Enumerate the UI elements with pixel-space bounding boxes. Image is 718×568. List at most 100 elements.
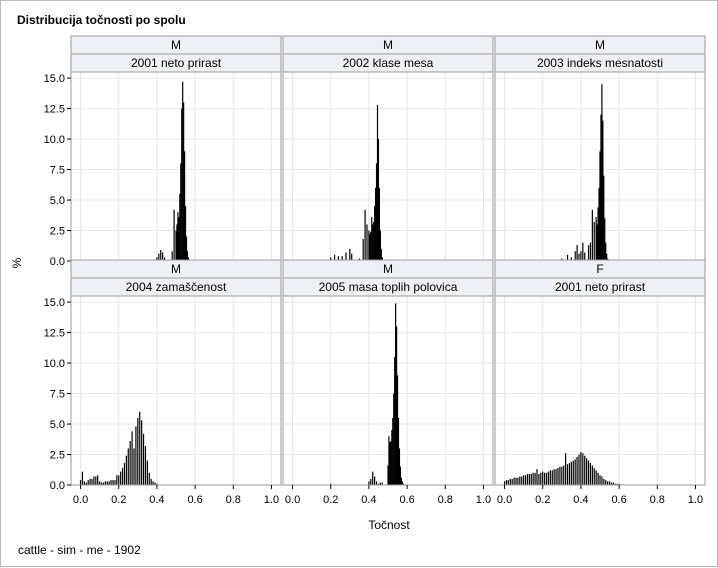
histogram-bar — [89, 478, 91, 485]
histogram-bar — [114, 480, 116, 485]
x-tick-label: 0.4 — [149, 494, 164, 506]
histogram-bar — [597, 207, 599, 261]
y-axis-title: % — [10, 257, 24, 268]
histogram-bar — [618, 483, 620, 485]
x-tick-label: 1.0 — [688, 494, 703, 506]
histogram-bar — [505, 480, 508, 485]
histogram-bar — [580, 452, 582, 485]
x-tick-label: 0.0 — [73, 494, 88, 506]
strip-trait-label: 2005 masa toplih polovica — [319, 280, 458, 294]
histogram-bar — [393, 393, 395, 485]
histogram-bar — [118, 475, 120, 485]
histogram-bar — [368, 230, 370, 261]
y-tick-label: 7.5 — [50, 389, 65, 401]
histogram-bar — [85, 482, 87, 485]
histogram-bar — [398, 448, 401, 485]
histogram-bar — [79, 480, 82, 485]
histogram-bar — [183, 102, 185, 261]
strip-trait-label: 2002 klase mesa — [343, 56, 434, 70]
histogram-bar — [542, 471, 544, 485]
histogram-bar — [603, 175, 605, 261]
chart-title: Distribucija točnosti po spolu — [17, 13, 186, 27]
histogram-bar — [186, 251, 189, 261]
histogram-bar — [519, 476, 521, 485]
histogram-bar — [381, 482, 383, 485]
histogram-bar — [123, 463, 126, 485]
histogram-bar — [379, 482, 381, 485]
histogram-bar — [547, 471, 550, 485]
histogram-bar — [399, 466, 402, 485]
histogram-bar — [173, 209, 175, 261]
histogram-bar — [83, 481, 85, 485]
histogram-bar — [561, 466, 563, 485]
histogram-bar — [133, 448, 135, 485]
strip-sex-label: M — [383, 38, 393, 52]
histogram-bar — [397, 417, 400, 485]
panel-2: M 2002 klase mesa — [282, 35, 494, 262]
x-tick-label: 0.4 — [573, 494, 588, 506]
footnote: cattle - sim - me - 1902 — [18, 543, 141, 557]
histogram-bar — [179, 193, 181, 261]
histogram-bar — [171, 251, 173, 261]
histogram-bar — [135, 426, 137, 485]
y-tick-label: 0.0 — [50, 256, 65, 268]
histogram-bar — [120, 471, 122, 485]
histogram-bar — [100, 482, 103, 485]
histogram-bar — [576, 456, 578, 485]
histogram-bar — [176, 224, 178, 261]
histogram-bar — [565, 453, 567, 485]
histogram-bar — [538, 474, 540, 485]
histogram-bar — [112, 480, 114, 485]
histogram-bar — [402, 483, 404, 485]
histogram-bar — [175, 230, 177, 261]
histogram-bar — [129, 441, 131, 485]
histogram-bar — [156, 257, 158, 261]
strip-sex-label: M — [171, 38, 181, 52]
histogram-bar — [180, 163, 182, 261]
histogram-bar — [183, 151, 186, 261]
histogram-bar — [184, 206, 187, 261]
panel-border — [494, 295, 706, 486]
y-tick-label: 15.0 — [44, 73, 65, 85]
histogram-bar — [104, 481, 106, 485]
histogram-bar — [160, 250, 162, 261]
histogram-bar — [601, 84, 603, 262]
histogram-bar — [144, 445, 147, 485]
y-tick-label: 10.0 — [44, 358, 65, 370]
histogram-bar — [586, 458, 588, 485]
histogram-bar — [511, 478, 513, 485]
histogram-bar — [369, 234, 371, 261]
histogram-bar — [110, 480, 112, 485]
histogram-bar — [87, 480, 89, 485]
histogram-bar — [503, 481, 506, 485]
strip-sex-label: M — [383, 262, 393, 276]
histogram-bar — [610, 482, 613, 485]
histogram-bar — [375, 163, 378, 261]
histogram-bar — [370, 478, 372, 485]
histogram-bar — [95, 476, 97, 485]
histogram-bar — [366, 224, 368, 261]
strip-sex-label: M — [171, 262, 181, 276]
histogram-bar — [589, 463, 592, 485]
histogram-bar — [380, 248, 382, 261]
x-tick-label: 0.6 — [399, 494, 414, 506]
histogram-bar — [146, 460, 148, 485]
histogram-bar — [555, 469, 557, 485]
histogram-bar — [387, 465, 389, 485]
histogram-bar — [600, 114, 602, 261]
y-tick-label: 12.5 — [44, 104, 65, 116]
histogram-bar — [375, 481, 378, 485]
histogram-bar — [521, 476, 523, 485]
histogram-bar — [330, 483, 332, 485]
histogram-bar — [551, 470, 553, 485]
histogram-bar — [540, 472, 542, 485]
histogram-bar — [532, 472, 534, 485]
histogram-bar — [156, 483, 158, 485]
histogram-bar — [378, 187, 381, 261]
histogram-bar — [559, 466, 561, 485]
histogram-bar — [528, 474, 530, 485]
panel-6: F 2001 neto prirast 0.0 0.2 0.4 0.6 0.8 1.0 — [494, 259, 706, 506]
histogram-bar — [530, 474, 532, 485]
